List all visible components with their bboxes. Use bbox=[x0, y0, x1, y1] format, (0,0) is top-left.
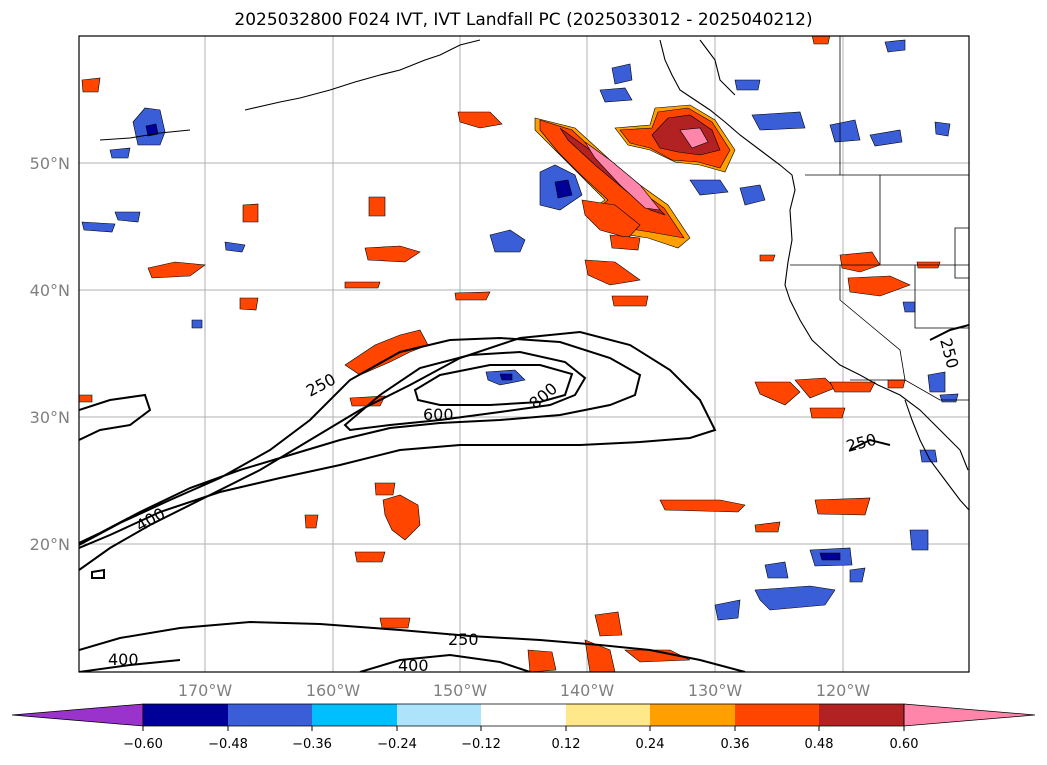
contour-label: 600 bbox=[423, 405, 454, 424]
colorbar-segment bbox=[397, 704, 481, 726]
lon-label: 140°W bbox=[560, 681, 615, 700]
lon-label: 130°W bbox=[688, 681, 743, 700]
state-boundaries bbox=[790, 36, 969, 401]
lat-label: 40°N bbox=[30, 281, 70, 300]
colorbar-tick-label: 0.36 bbox=[721, 737, 750, 752]
colorbar-segment bbox=[143, 704, 228, 726]
lon-label: 120°W bbox=[816, 681, 871, 700]
colorbar-tick-label: −0.60 bbox=[123, 737, 163, 752]
colorbar-segment bbox=[650, 704, 735, 726]
colorbar-tick-label: 0.24 bbox=[636, 737, 665, 752]
lat-axis: 20°N 30°N 40°N 50°N bbox=[30, 154, 70, 554]
colorbar-segment bbox=[819, 704, 904, 726]
lon-axis: 170°W 160°W 150°W 140°W 130°W 120°W bbox=[178, 681, 871, 700]
colorbar-tick-label: −0.24 bbox=[377, 737, 417, 752]
ivt-contours bbox=[79, 324, 969, 672]
contour-label: 400 bbox=[398, 656, 429, 675]
colorbar-extend-high bbox=[903, 703, 1036, 727]
colorbar-tick-label: 0.12 bbox=[552, 737, 581, 752]
lat-label: 20°N bbox=[30, 535, 70, 554]
colorbar-segment bbox=[735, 704, 819, 726]
lat-label: 30°N bbox=[30, 408, 70, 427]
lon-label: 150°W bbox=[433, 681, 488, 700]
colorbar-extend-low bbox=[11, 703, 144, 727]
map-title: 2025032800 F024 IVT, IVT Landfall PC (20… bbox=[234, 10, 813, 30]
colorbar: −0.60 −0.48 −0.36 −0.24 −0.12 0.12 0.24 … bbox=[11, 703, 1036, 752]
colorbar-segment bbox=[312, 704, 397, 726]
colorbar-tick-label: −0.36 bbox=[292, 737, 332, 752]
colorbar-tick-label: −0.12 bbox=[461, 737, 501, 752]
colorbar-segment bbox=[566, 704, 650, 726]
colorbar-segment bbox=[228, 704, 312, 726]
lon-label: 170°W bbox=[178, 681, 233, 700]
contour-label: 400 bbox=[108, 650, 139, 669]
contour-label: 250 bbox=[448, 630, 479, 649]
colorbar-segment bbox=[481, 704, 566, 726]
pc-positive-shading bbox=[79, 36, 941, 672]
map-border bbox=[78, 35, 970, 673]
lat-label: 50°N bbox=[30, 154, 70, 173]
colorbar-tick-label: 0.60 bbox=[890, 737, 919, 752]
coastlines bbox=[99, 39, 969, 511]
lon-label: 160°W bbox=[306, 681, 361, 700]
colorbar-tick-label: −0.48 bbox=[208, 737, 248, 752]
colorbar-tick-label: 0.48 bbox=[805, 737, 834, 752]
pc-negative-shading bbox=[81, 39, 959, 621]
